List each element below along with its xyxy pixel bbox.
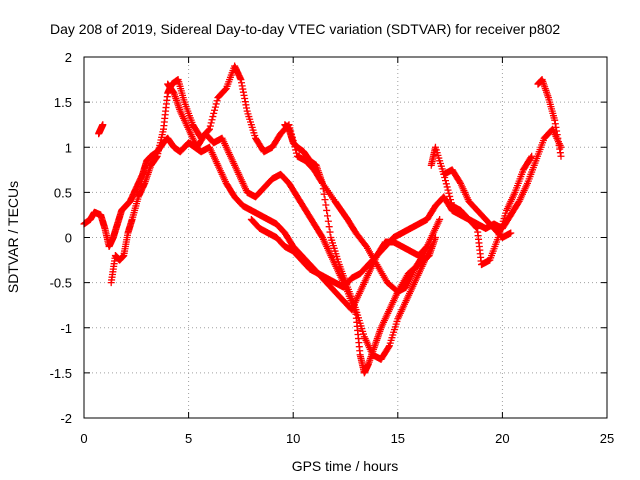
y-tick-label: -2: [60, 411, 72, 426]
x-tick-label: 10: [286, 431, 300, 446]
data-points: [80, 62, 565, 377]
y-tick-label: 0.5: [54, 185, 72, 200]
series-markers: [247, 76, 565, 314]
series-markers: [80, 125, 565, 291]
axis-ticks: [83, 56, 608, 419]
y-tick-label: 2: [65, 50, 72, 65]
y-tick-label: 1.5: [54, 95, 72, 110]
series-track-4: [247, 76, 565, 314]
x-tick-labels: 0 5 10 15 20 25: [80, 431, 614, 446]
series-track-3: [164, 80, 444, 377]
x-tick-label: 15: [391, 431, 405, 446]
y-tick-label: -1: [60, 321, 72, 336]
x-tick-label: 25: [600, 431, 614, 446]
y-tick-label: -1.5: [50, 366, 72, 381]
x-tick-label: 0: [80, 431, 87, 446]
y-tick-labels: -2 -1.5 -1 -0.5 0 0.5 1 1.5 2: [50, 50, 72, 426]
chart-title: Day 208 of 2019, Sidereal Day-to-day VTE…: [50, 21, 560, 37]
y-axis-label: SDTVAR / TECUs: [5, 181, 21, 293]
y-tick-label: -0.5: [50, 276, 72, 291]
series-markers: [164, 80, 444, 377]
series-track-1: [80, 125, 565, 291]
y-tick-label: 0: [65, 231, 72, 246]
x-tick-label: 5: [185, 431, 192, 446]
series-track-5: [281, 121, 515, 296]
x-axis-label: GPS time / hours: [292, 458, 399, 474]
y-tick-label: 1: [65, 140, 72, 155]
series-markers: [281, 121, 515, 296]
x-tick-label: 20: [495, 431, 509, 446]
